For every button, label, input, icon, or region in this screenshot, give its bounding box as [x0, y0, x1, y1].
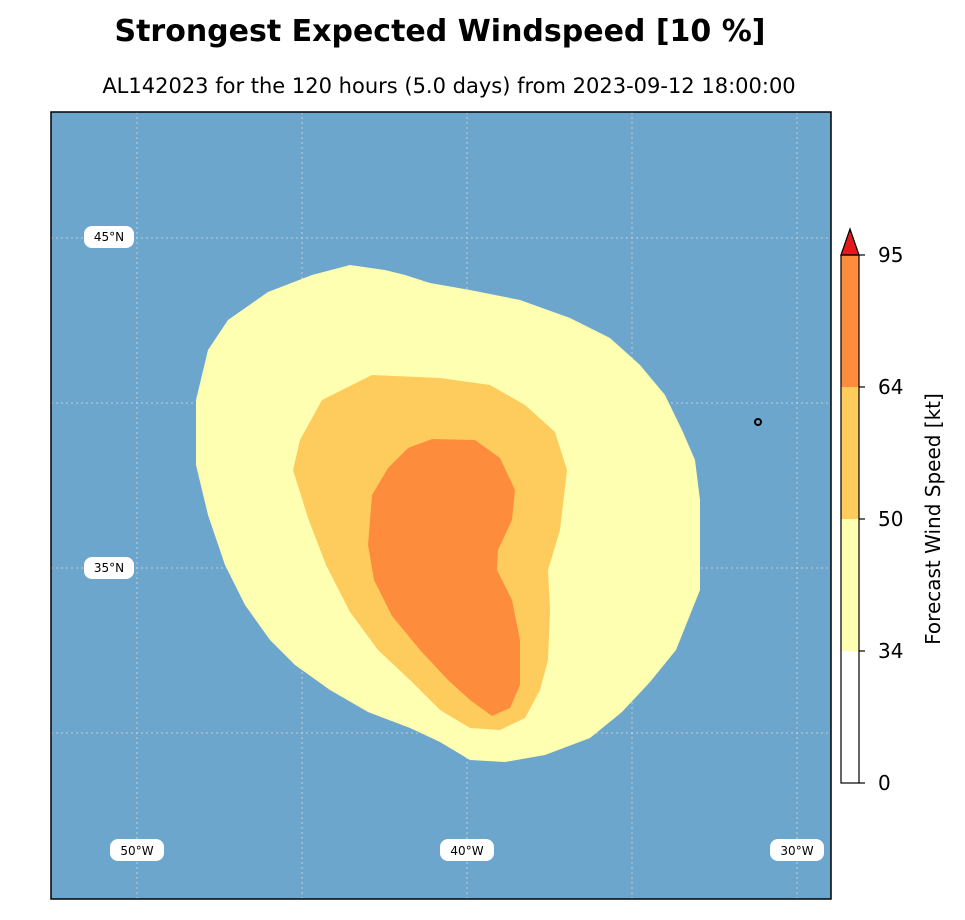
colorbar-band-50-64 — [841, 387, 859, 519]
colorbar-band-64-95 — [841, 255, 859, 387]
lon-label-30w: 30°W — [770, 839, 824, 861]
svg-text:35°N: 35°N — [94, 561, 124, 575]
lat-label-35n: 35°N — [84, 557, 134, 579]
svg-text:40°W: 40°W — [450, 844, 483, 858]
colorbar-band-0-34 — [841, 651, 859, 783]
svg-text:30°W: 30°W — [780, 844, 813, 858]
chart-title: Strongest Expected Windspeed [10 %] — [114, 14, 766, 49]
colorbar-tick-64: 64 — [878, 375, 903, 399]
colorbar-tick-0: 0 — [878, 771, 891, 795]
chart-subtitle: AL142023 for the 120 hours (5.0 days) fr… — [102, 74, 796, 98]
wind-contour-64kt — [368, 439, 520, 716]
lon-label-50w: 50°W — [110, 839, 164, 861]
colorbar-extend-arrow — [840, 227, 860, 256]
lat-label-45n: 45°N — [84, 226, 134, 248]
colorbar-band-34-50 — [841, 519, 859, 651]
colorbar-tick-95: 95 — [878, 243, 903, 267]
colorbar-label: Forecast Wind Speed [kt] — [921, 393, 945, 645]
lon-label-40w: 40°W — [440, 839, 494, 861]
storm-location-marker — [754, 418, 762, 426]
svg-text:45°N: 45°N — [94, 230, 124, 244]
colorbar: 0 34 50 64 95 Forecast Wind Speed [kt] — [840, 227, 945, 795]
svg-text:50°W: 50°W — [120, 844, 153, 858]
map-border — [50, 111, 832, 900]
colorbar-tick-50: 50 — [878, 507, 903, 531]
colorbar-tick-34: 34 — [878, 639, 903, 663]
